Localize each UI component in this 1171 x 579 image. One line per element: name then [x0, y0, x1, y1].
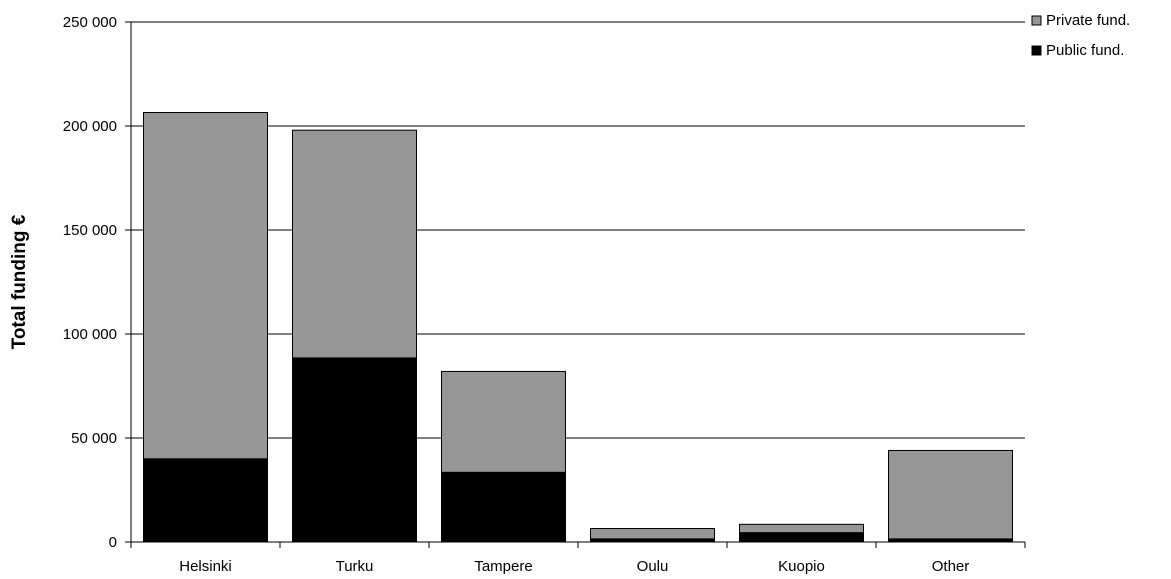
x-tick-label: Kuopio — [778, 558, 825, 575]
bar-private-fund — [441, 370, 566, 473]
y-tick-label: 0 — [109, 534, 117, 551]
legend-swatch — [1031, 15, 1042, 26]
bars — [143, 111, 1013, 543]
legend-label: Public fund. — [1046, 42, 1124, 59]
x-tick-label: Tampere — [474, 558, 532, 575]
y-tick-label: 200 000 — [63, 118, 117, 135]
y-tick-label: 50 000 — [71, 430, 117, 447]
y-tick-label: 250 000 — [63, 14, 117, 31]
bar-private-fund — [143, 111, 268, 460]
y-tick-labels: 0 50 000 100 000 150 000 200 000 250 000 — [63, 14, 117, 551]
gridlines — [131, 21, 1025, 439]
bar-private-fund — [739, 523, 864, 534]
x-tick-label: Other — [932, 558, 970, 575]
legend-label: Private fund. — [1046, 12, 1130, 29]
axes — [125, 21, 1026, 548]
y-tick-label: 100 000 — [63, 326, 117, 343]
bar-public-fund — [739, 532, 864, 543]
legend: Private fund. Public fund. — [1031, 12, 1130, 59]
y-tick-label: 150 000 — [63, 222, 117, 239]
bar-private-fund — [292, 129, 417, 359]
bar-public-fund — [292, 357, 417, 543]
x-tick-label: Turku — [336, 558, 374, 575]
bar-private-fund — [888, 449, 1013, 540]
x-tick-label: Helsinki — [179, 558, 232, 575]
bar-public-fund — [143, 458, 268, 543]
bar-public-fund — [441, 471, 566, 543]
y-axis-title: Total funding € — [9, 214, 30, 349]
x-tick-labels: Helsinki Turku Tampere Oulu Kuopio Other — [179, 558, 969, 575]
legend-swatch — [1031, 45, 1042, 56]
x-tick-label: Oulu — [637, 558, 669, 575]
bar-private-fund — [590, 527, 715, 540]
